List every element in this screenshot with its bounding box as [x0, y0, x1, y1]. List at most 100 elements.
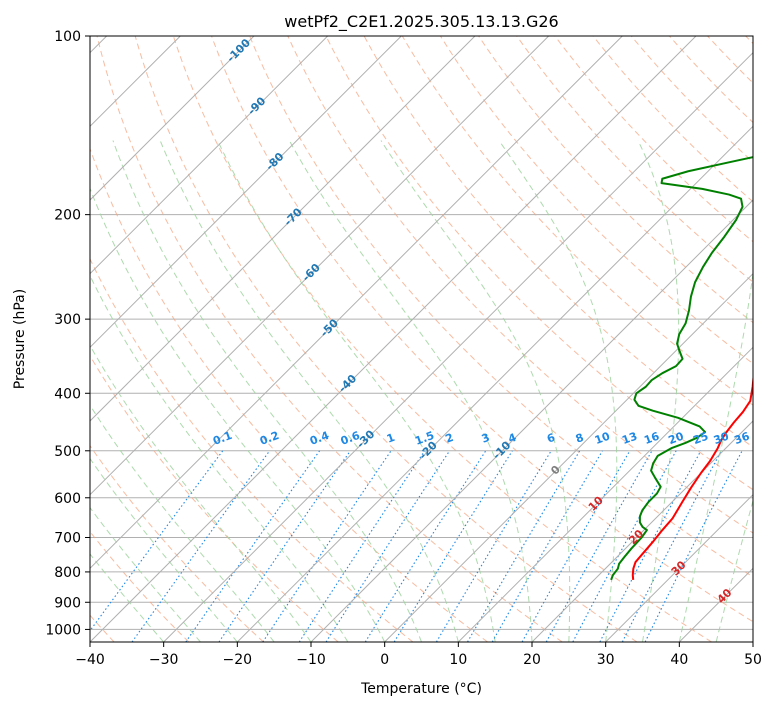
mixing-ratio-line — [298, 450, 426, 642]
moist-adiabat-line — [498, 140, 618, 642]
mixing-ratio-line — [599, 450, 702, 642]
mixing-ratio-label: 30 — [712, 429, 731, 447]
moist-adiabat-line — [715, 498, 753, 642]
mixing-ratio-label: 36 — [733, 429, 752, 447]
isotherm-line — [310, 199, 753, 642]
moist-adiabat-line — [159, 140, 459, 642]
mixing-ratio-label: 0.1 — [211, 429, 234, 448]
mixing-ratio-label: 0.4 — [308, 429, 331, 448]
x-tick-label: 40 — [670, 652, 688, 668]
y-tick-label: 100 — [54, 29, 81, 45]
mixing-ratio-label: 10 — [593, 429, 612, 447]
isotherm-line — [384, 272, 753, 642]
mixing-ratio-label: 1.5 — [413, 429, 436, 448]
dry-adiabat-line — [249, 36, 753, 578]
moist-adiabat-line — [112, 140, 422, 642]
dry-adiabat-line — [325, 36, 753, 491]
dry-adiabat-line — [90, 354, 339, 642]
moist-adiabat-line — [90, 344, 312, 642]
mixing-ratio-line — [545, 450, 653, 642]
x-tick-label: −30 — [149, 652, 179, 668]
x-tick-label: 10 — [449, 652, 467, 668]
isotherms — [90, 36, 753, 642]
moist-adiabat-line — [90, 274, 349, 642]
y-tick-label: 300 — [54, 312, 81, 328]
moist-adiabat-line — [217, 140, 496, 642]
mixing-ratio-label: 1 — [385, 431, 397, 446]
mixing-ratio-label: 20 — [667, 429, 686, 447]
isotherm-line — [90, 36, 402, 349]
x-tick-label: −40 — [75, 652, 105, 668]
isotherm-line — [605, 493, 753, 642]
mixing-ratio-line — [644, 450, 743, 642]
mixing-ratio-label: 4 — [506, 431, 518, 446]
x-tick-label: 0 — [380, 652, 389, 668]
mixing-ratio-line — [262, 450, 392, 642]
y-tick-label: 600 — [54, 491, 81, 507]
y-tick-label: 200 — [54, 208, 81, 224]
mixing-ratio-label: 16 — [642, 429, 661, 447]
x-tick-label: 50 — [744, 652, 762, 668]
dry-adiabat-line — [90, 257, 414, 642]
isotherm-line — [236, 125, 753, 642]
isotherm-line — [163, 51, 753, 642]
mixing-ratio-label: 0.6 — [339, 429, 362, 448]
temperature-line — [631, 372, 753, 580]
y-tick-label: 400 — [54, 386, 81, 402]
mixing-ratio-label: 0.2 — [258, 429, 281, 448]
isotherm-line — [90, 36, 255, 201]
isotherm-line — [90, 36, 623, 570]
moist-adiabat-line — [678, 269, 753, 642]
moist-adiabat-line — [90, 404, 275, 642]
x-axis: −40 −30 −20 −10 0 10 20 30 40 50 — [75, 642, 762, 668]
plot-frame — [89, 35, 754, 643]
moist-adiabat-line — [90, 506, 201, 642]
dry-adiabat-line — [516, 36, 753, 283]
x-axis-label: Temperature (°C) — [360, 681, 482, 697]
x-tick-label: −10 — [296, 652, 326, 668]
dry-adiabats — [90, 36, 753, 642]
mixing-ratio-label: 25 — [691, 430, 710, 447]
isotherm-line — [531, 420, 753, 642]
y-tick-label: 800 — [54, 565, 81, 581]
y-tick-label: 500 — [54, 444, 81, 460]
dry-adiabat-line — [211, 36, 753, 623]
y-axis-label: Pressure (hPa) — [12, 289, 28, 389]
sounding-series — [610, 156, 753, 581]
mixing-ratio-lines — [90, 450, 743, 642]
dry-adiabat-line — [287, 36, 753, 534]
moist-adiabat-line — [90, 187, 386, 642]
mixing-ratio-line — [131, 450, 271, 642]
plot-area: -100-90-80-70-60-50-40-30 -20 -10010203040… — [90, 36, 753, 642]
y-tick-label: 700 — [54, 531, 81, 547]
mixing-ratio-label: 13 — [620, 430, 639, 447]
dewpoint-line — [610, 156, 753, 581]
x-tick-label: 30 — [597, 652, 615, 668]
x-tick-label: −20 — [223, 652, 253, 668]
x-tick-label: 20 — [523, 652, 541, 668]
dry-adiabat-line — [172, 36, 712, 642]
isotherm-line — [457, 346, 753, 642]
mixing-ratio-line — [521, 450, 631, 642]
isotherm-line — [90, 36, 476, 422]
mixing-ratio-label: 6 — [545, 431, 557, 446]
chart-title: wetPf2_C2E1.2025.305.13.13.G26 — [284, 12, 558, 32]
isotherm-line — [90, 36, 329, 275]
mixing-ratio-line — [572, 450, 677, 642]
dry-adiabat-line — [134, 36, 638, 642]
dry-adiabat-line — [90, 444, 264, 642]
mixing-ratio-line — [435, 450, 552, 642]
mixing-ratio-label: 2 — [444, 431, 456, 446]
y-tick-label: 1000 — [45, 622, 81, 638]
moist-adiabats — [90, 140, 753, 642]
moist-adiabat-line — [380, 140, 571, 642]
moist-adiabat-line — [637, 140, 680, 642]
mixing-ratio-label: 8 — [574, 431, 586, 446]
mixing-ratio-line — [325, 450, 451, 642]
y-tick-label: 900 — [54, 595, 81, 611]
moist-adiabat-line — [288, 140, 533, 642]
y-axis: 100 200 300 400 500 600 700 800 900 1000 — [45, 29, 90, 638]
mixing-ratio-line — [185, 450, 321, 642]
